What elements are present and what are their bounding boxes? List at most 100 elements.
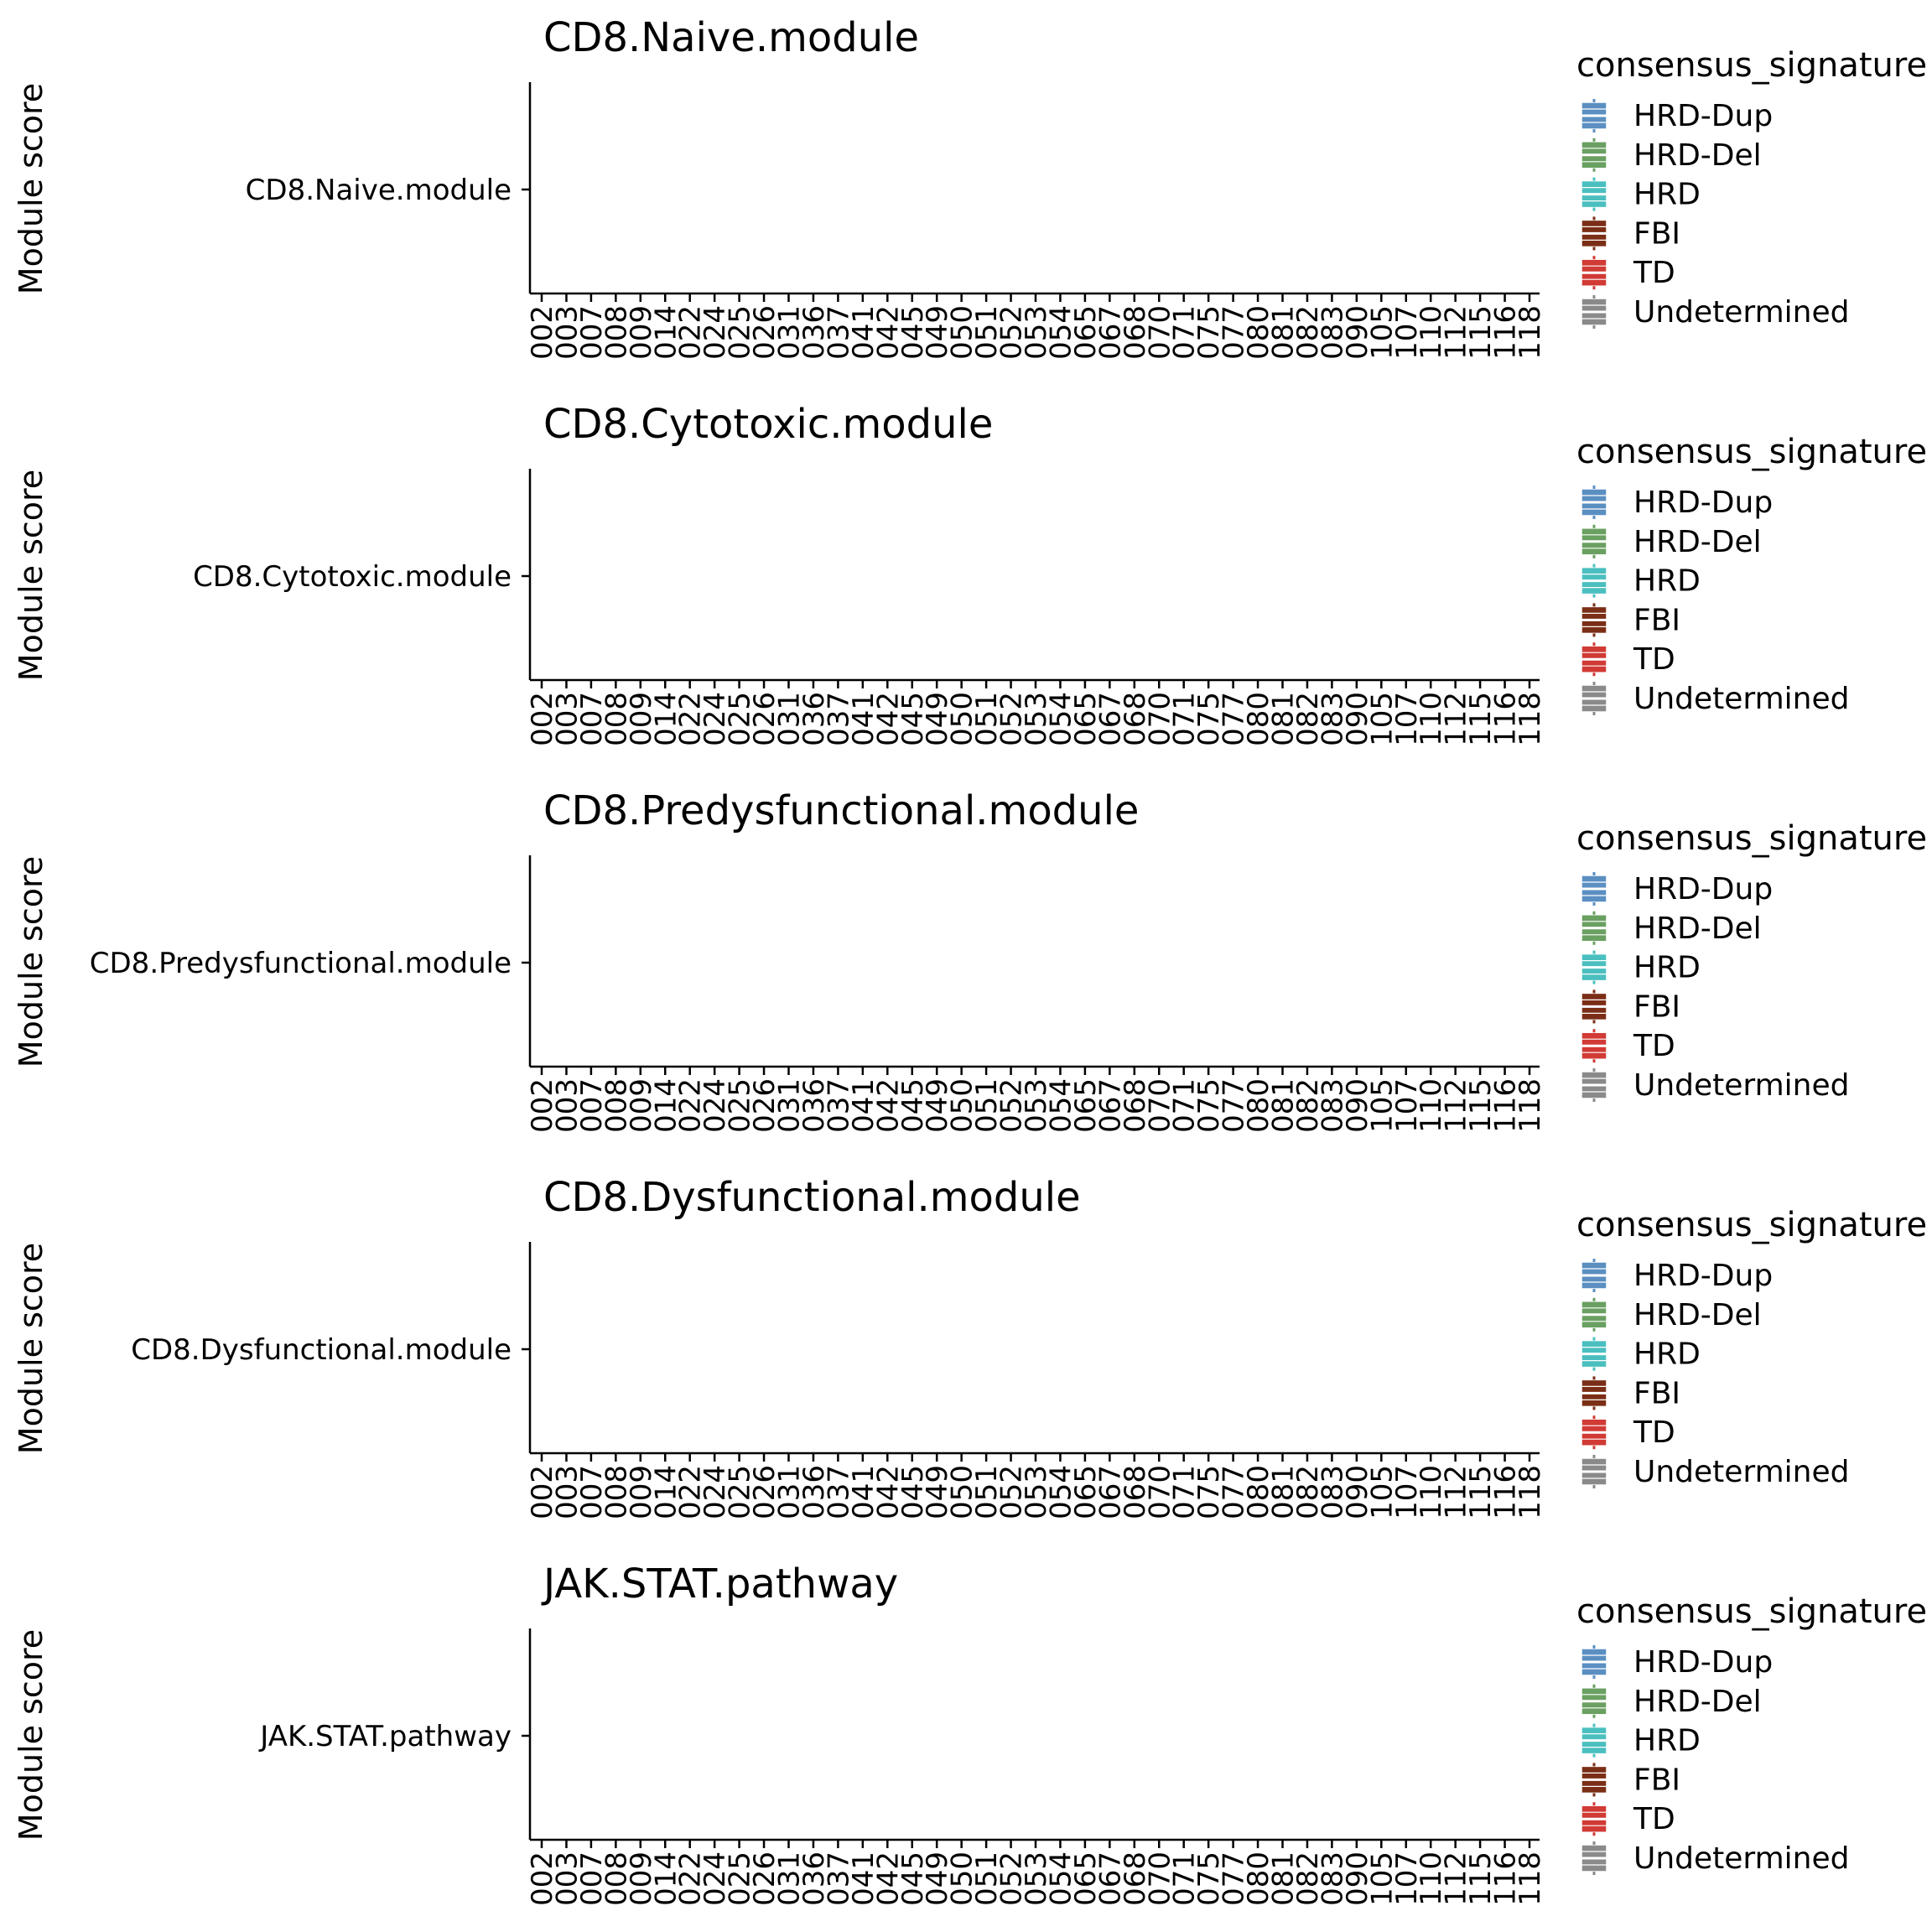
legend-title: consensus_signature	[1576, 1592, 1927, 1631]
legend-key-fbi: FBI	[1581, 1376, 1680, 1410]
x-tick-label: 110	[1415, 305, 1448, 360]
legend-label: FBI	[1633, 603, 1680, 637]
legend-label: FBI	[1633, 989, 1680, 1024]
x-tick-label: 050	[946, 305, 979, 360]
panel-title: CD8.Predysfunctional.module	[543, 787, 1139, 834]
x-tick-label: 007	[575, 692, 609, 746]
x-tick-label: 031	[773, 1078, 807, 1133]
x-tick-label: 067	[1093, 1852, 1127, 1906]
x-tick-label: 118	[1514, 1465, 1547, 1519]
x-tick-label: 083	[1316, 1465, 1349, 1519]
legend-key-hrd: HRD	[1581, 564, 1701, 599]
x-tick-label: 083	[1316, 1852, 1349, 1906]
panel-title: CD8.Naive.module	[543, 14, 919, 61]
legend-key-undetermined: Undetermined	[1581, 1455, 1849, 1489]
legend-title: consensus_signature	[1576, 1206, 1927, 1244]
x-tick-label: 071	[1168, 305, 1202, 360]
legend-label: HRD-Del	[1633, 1685, 1762, 1719]
y-tick-label: CD8.Cytotoxic.module	[193, 560, 512, 594]
legend-label: HRD	[1633, 178, 1701, 212]
x-tick-label: 077	[1218, 305, 1251, 360]
x-tick-label: 116	[1489, 1078, 1523, 1133]
x-tick-label: 050	[946, 1465, 979, 1519]
x-tick-label: 026	[748, 1078, 782, 1133]
x-tick-label: 052	[995, 1852, 1029, 1906]
x-tick-label: 054	[1044, 692, 1078, 746]
x-tick-label: 045	[896, 1465, 930, 1519]
x-tick-label: 110	[1415, 1078, 1448, 1133]
x-tick-label: 042	[871, 305, 905, 360]
legend-label: HRD-Del	[1633, 911, 1762, 946]
x-tick-label: 003	[550, 692, 584, 746]
x-tick-label: 031	[773, 305, 807, 360]
x-tick-label: 022	[674, 305, 708, 360]
panel-5: JAK.STAT.pathway Module score JAK.STAT.pat…	[13, 1561, 1927, 1906]
legend-key-hrd: HRD	[1581, 177, 1701, 212]
x-tick-label: 115	[1464, 1078, 1498, 1133]
x-tick-label: 053	[1020, 1078, 1053, 1133]
x-tick-label: 041	[847, 1078, 880, 1133]
x-tick-label: 068	[1119, 1078, 1152, 1133]
x-tick-label: 075	[1192, 1465, 1226, 1519]
x-tick-label: 116	[1489, 305, 1523, 360]
x-tick-label: 003	[550, 1852, 584, 1906]
x-tick-label: 105	[1365, 692, 1399, 746]
x-tick-label: 050	[946, 1078, 979, 1133]
x-tick-label: 008	[600, 1078, 633, 1133]
x-tick-label: 068	[1119, 1465, 1152, 1519]
x-tick-label: 041	[847, 305, 880, 360]
panel-1: CD8.Naive.module Module score CD8.Naive.mo…	[13, 14, 1927, 360]
y-tick-label: CD8.Predysfunctional.module	[90, 947, 512, 980]
x-tick-label: 009	[625, 1465, 658, 1519]
x-tick-label: 042	[871, 1852, 905, 1906]
x-tick-label: 112	[1440, 692, 1473, 746]
x-tick-label: 107	[1390, 1852, 1424, 1906]
legend-key-td: TD	[1581, 1415, 1675, 1450]
x-tick-label: 070	[1143, 692, 1176, 746]
x-tick-label: 115	[1464, 1852, 1498, 1906]
legend-key-hrd-del: HRD-Del	[1581, 911, 1762, 946]
x-tick-label: 051	[970, 692, 1004, 746]
legend-key-hrd-del: HRD-Del	[1581, 138, 1762, 173]
x-tick-label: 054	[1044, 305, 1078, 360]
x-tick-label: 115	[1464, 692, 1498, 746]
x-tick-label: 075	[1192, 1078, 1226, 1133]
x-tick-label: 050	[946, 1852, 979, 1906]
x-tick-label: 082	[1291, 1465, 1325, 1519]
y-axis-label: Module score	[13, 1629, 49, 1841]
x-tick-label: 071	[1168, 1852, 1202, 1906]
x-tick-label: 053	[1020, 692, 1053, 746]
x-tick-label: 024	[699, 1078, 732, 1133]
x-tick-label: 053	[1020, 305, 1053, 360]
x-tick-label: 071	[1168, 1465, 1202, 1519]
y-axis-label: Module score	[13, 83, 49, 294]
legend: consensus_signature HRD-Dup HRD-Del HRD FBI T…	[1576, 1592, 1927, 1876]
x-tick-label: 045	[896, 305, 930, 360]
x-tick-label: 082	[1291, 1078, 1325, 1133]
legend-key-td: TD	[1581, 1029, 1675, 1063]
x-tick-label: 045	[896, 1078, 930, 1133]
x-tick-label: 008	[600, 305, 633, 360]
legend-label: TD	[1633, 1029, 1675, 1063]
x-tick-label: 067	[1093, 1465, 1127, 1519]
x-tick-label: 081	[1267, 1078, 1301, 1133]
x-tick-label: 036	[797, 1852, 831, 1906]
x-tick-label: 118	[1514, 1078, 1547, 1133]
x-tick-label: 090	[1341, 1465, 1374, 1519]
legend-label: Undetermined	[1633, 1068, 1849, 1103]
x-tick-label: 082	[1291, 305, 1325, 360]
legend-label: HRD-Del	[1633, 138, 1762, 173]
x-tick-label: 025	[724, 305, 757, 360]
x-tick-label: 007	[575, 1852, 609, 1906]
x-tick-label: 025	[724, 1078, 757, 1133]
x-tick-label: 042	[871, 692, 905, 746]
x-tick-label: 024	[699, 692, 732, 746]
panel-title: CD8.Dysfunctional.module	[543, 1174, 1081, 1221]
x-tick-label: 053	[1020, 1465, 1053, 1519]
x-tick-label: 077	[1218, 1078, 1251, 1133]
x-tick-label: 024	[699, 1465, 732, 1519]
x-tick-label: 042	[871, 1465, 905, 1519]
x-tick-label: 003	[550, 1465, 584, 1519]
x-tick-label: 053	[1020, 1852, 1053, 1906]
x-tick-label: 115	[1464, 1465, 1498, 1519]
